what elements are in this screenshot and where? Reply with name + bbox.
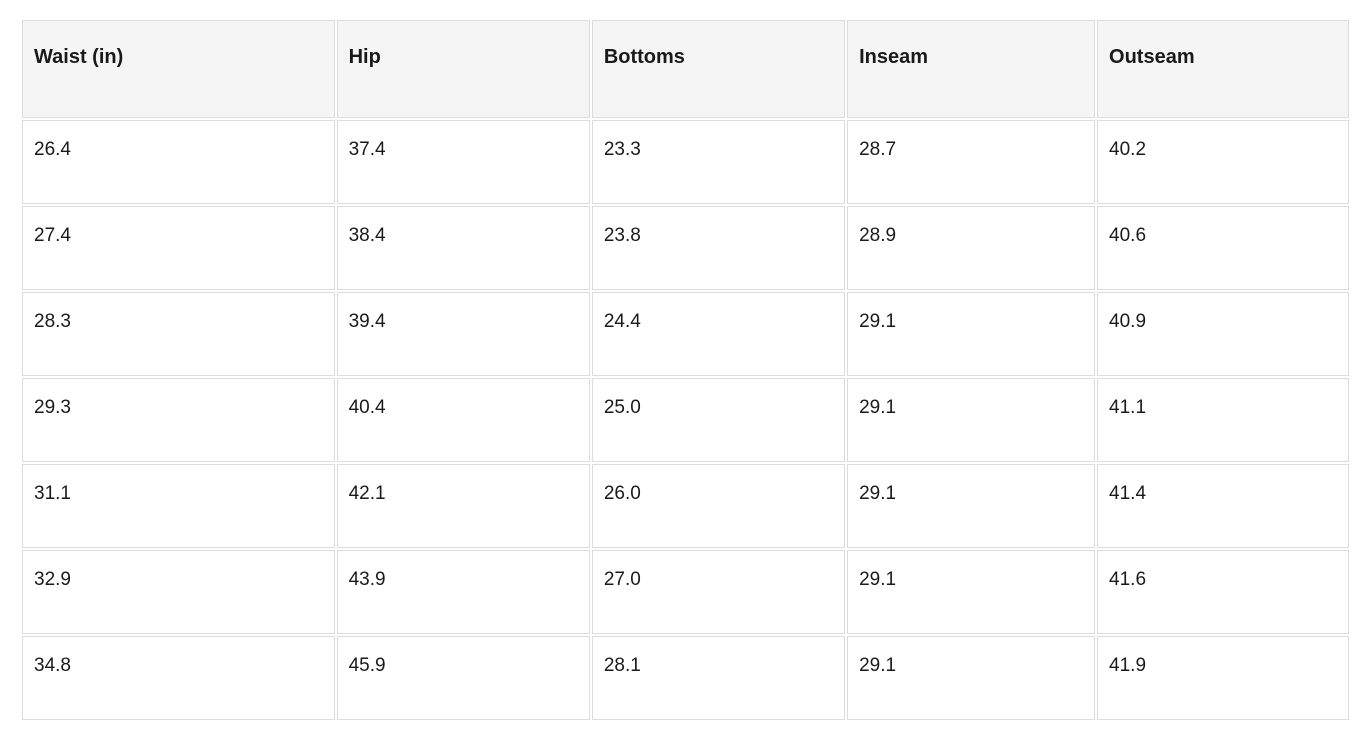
- table-row: 34.8 45.9 28.1 29.1 41.9: [22, 636, 1349, 720]
- table-cell: 24.4: [591, 292, 846, 376]
- table-cell: 23.8: [591, 206, 846, 290]
- column-header-waist: Waist (in): [22, 20, 335, 118]
- table-cell: 40.2: [1097, 120, 1349, 204]
- table-row: 28.3 39.4 24.4 29.1 40.9: [22, 292, 1349, 376]
- table-cell: 28.9: [847, 206, 1096, 290]
- table-row: 32.9 43.9 27.0 29.1 41.6: [22, 550, 1349, 634]
- table-cell: 28.1: [591, 636, 846, 720]
- column-header-bottoms: Bottoms: [591, 20, 846, 118]
- table-cell: 29.1: [847, 292, 1096, 376]
- table-cell: 40.6: [1097, 206, 1349, 290]
- table-cell: 29.3: [22, 378, 335, 462]
- table-row: 26.4 37.4 23.3 28.7 40.2: [22, 120, 1349, 204]
- table-cell: 29.1: [847, 550, 1096, 634]
- table-cell: 28.7: [847, 120, 1096, 204]
- table-cell: 34.8: [22, 636, 335, 720]
- table-cell: 26.0: [591, 464, 846, 548]
- table-cell: 39.4: [336, 292, 590, 376]
- table-row: 31.1 42.1 26.0 29.1 41.4: [22, 464, 1349, 548]
- table-cell: 40.4: [336, 378, 590, 462]
- table-cell: 37.4: [336, 120, 590, 204]
- table-cell: 41.6: [1097, 550, 1349, 634]
- table-cell: 42.1: [336, 464, 590, 548]
- table-cell: 27.0: [591, 550, 846, 634]
- table-cell: 45.9: [336, 636, 590, 720]
- table-cell: 25.0: [591, 378, 846, 462]
- table-cell: 32.9: [22, 550, 335, 634]
- table-cell: 41.4: [1097, 464, 1349, 548]
- table-cell: 29.1: [847, 636, 1096, 720]
- table-cell: 27.4: [22, 206, 335, 290]
- table-row: 29.3 40.4 25.0 29.1 41.1: [22, 378, 1349, 462]
- column-header-hip: Hip: [336, 20, 590, 118]
- table-cell: 26.4: [22, 120, 335, 204]
- size-chart-table: Waist (in) Hip Bottoms Inseam Outseam 26…: [20, 18, 1351, 722]
- table-cell: 23.3: [591, 120, 846, 204]
- table-cell: 41.1: [1097, 378, 1349, 462]
- table-row: 27.4 38.4 23.8 28.9 40.6: [22, 206, 1349, 290]
- table-cell: 29.1: [847, 378, 1096, 462]
- table-cell: 29.1: [847, 464, 1096, 548]
- table-header-row: Waist (in) Hip Bottoms Inseam Outseam: [22, 20, 1349, 118]
- column-header-outseam: Outseam: [1097, 20, 1349, 118]
- table-cell: 40.9: [1097, 292, 1349, 376]
- table-cell: 43.9: [336, 550, 590, 634]
- table-cell: 38.4: [336, 206, 590, 290]
- column-header-inseam: Inseam: [847, 20, 1096, 118]
- table-cell: 41.9: [1097, 636, 1349, 720]
- table-cell: 28.3: [22, 292, 335, 376]
- table-cell: 31.1: [22, 464, 335, 548]
